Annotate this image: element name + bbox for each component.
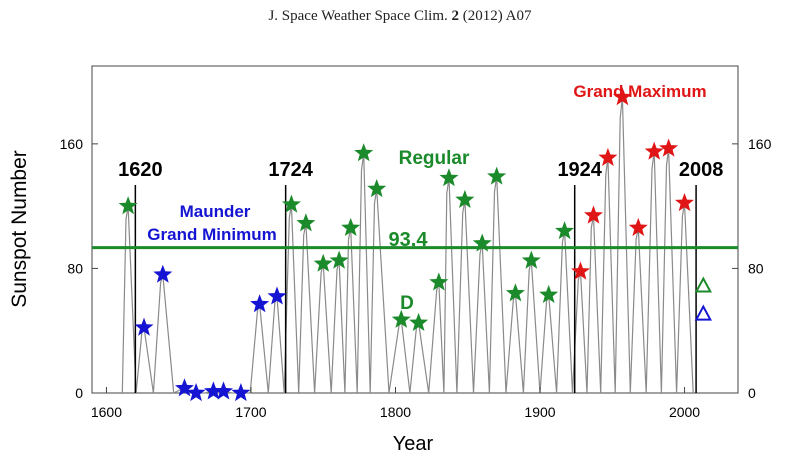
- sunspot-curve-layer: [121, 97, 694, 394]
- star-marker: [175, 378, 194, 397]
- star-marker: [644, 141, 664, 160]
- dip-label: D: [400, 293, 414, 314]
- star-marker: [539, 284, 559, 303]
- star-marker: [231, 383, 251, 402]
- star-marker: [214, 381, 233, 400]
- reference-year-label-2008: 2008: [679, 159, 724, 181]
- regular-label: Regular: [399, 148, 470, 169]
- journal-name: J. Space Weather Space Clim.: [268, 8, 448, 24]
- y-tick-label-left: 80: [67, 260, 83, 276]
- sunspot-curve: [121, 97, 694, 394]
- x-axis-label: Year: [393, 433, 434, 455]
- star-marker: [584, 205, 603, 224]
- star-marker: [296, 213, 316, 232]
- grand-maximum-label: Grand Maximum: [573, 82, 706, 101]
- star-marker: [391, 309, 411, 328]
- x-tick-label: 1900: [524, 404, 555, 420]
- star-marker: [203, 381, 223, 400]
- reference-year-label-1620: 1620: [118, 159, 163, 181]
- star-marker: [267, 286, 287, 305]
- star-marker: [313, 253, 333, 272]
- star-marker: [555, 221, 575, 240]
- x-tick-label: 1800: [380, 404, 411, 420]
- y-tick-label-left: 0: [75, 385, 83, 401]
- markers-layer: [118, 87, 712, 402]
- star-marker: [409, 312, 429, 331]
- star-marker: [281, 194, 301, 213]
- star-marker: [505, 283, 525, 302]
- plot-frame: [91, 65, 739, 394]
- star-marker: [118, 196, 138, 215]
- star-marker: [367, 179, 387, 198]
- y-tick-label-right: 80: [748, 260, 764, 276]
- triangle-marker: [694, 304, 712, 321]
- journal-header: J. Space Weather Space Clim. 2 (2012) A0…: [0, 8, 800, 25]
- star-marker: [628, 217, 648, 236]
- star-marker: [250, 294, 270, 313]
- star-marker: [521, 250, 541, 269]
- star-marker: [354, 143, 374, 162]
- x-tick-label: 1600: [91, 404, 122, 420]
- star-marker: [571, 261, 590, 280]
- star-marker: [134, 317, 154, 336]
- star-marker: [429, 272, 449, 291]
- y-tick-label-left: 160: [60, 136, 84, 152]
- x-tick-label: 1700: [235, 404, 266, 420]
- reference-lines: 1620 1724 1924 2008: [118, 159, 723, 393]
- reference-year-label-1724: 1724: [268, 159, 313, 181]
- star-marker: [472, 233, 492, 252]
- journal-year-article: (2012) A07: [462, 8, 532, 24]
- star-marker: [153, 264, 173, 283]
- star-marker: [487, 166, 507, 185]
- star-marker: [612, 87, 632, 106]
- journal-volume: 2: [451, 8, 460, 24]
- star-marker: [329, 250, 349, 269]
- star-marker: [659, 138, 679, 157]
- star-marker: [439, 168, 459, 187]
- star-marker: [341, 217, 361, 236]
- star-marker: [186, 383, 206, 402]
- grand-minimum-label: Grand Minimum: [147, 225, 276, 244]
- mean-value-label: 93.4: [389, 229, 429, 251]
- star-marker: [598, 147, 618, 166]
- y-axis-label: Sunspot Number: [8, 150, 31, 308]
- y-tick-label-right: 0: [748, 385, 756, 401]
- star-marker: [455, 189, 475, 208]
- triangle-marker: [694, 276, 712, 293]
- plot-border: [91, 65, 739, 394]
- reference-year-label-1924: 1924: [557, 159, 602, 181]
- y-tick-label-right: 160: [748, 136, 772, 152]
- x-tick-label: 2000: [669, 404, 700, 420]
- star-marker: [675, 193, 694, 212]
- maunder-label: Maunder: [180, 202, 251, 221]
